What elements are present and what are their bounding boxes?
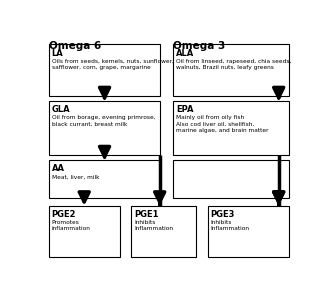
Text: Oil from borage, evening primrose,
black currant, breast milk: Oil from borage, evening primrose, black… xyxy=(52,115,155,127)
Text: Oil from linseed, rapeseed, chia seeds,
walnuts, Brazil nuts, leafy greens: Oil from linseed, rapeseed, chia seeds, … xyxy=(176,59,292,70)
Text: PGE2: PGE2 xyxy=(52,210,76,219)
Text: GLA: GLA xyxy=(52,105,70,114)
Text: Omega 3: Omega 3 xyxy=(173,41,225,51)
FancyBboxPatch shape xyxy=(49,101,160,155)
Text: EPA: EPA xyxy=(176,105,194,114)
Text: PGE3: PGE3 xyxy=(211,210,235,219)
Text: Omega 6: Omega 6 xyxy=(49,41,101,51)
Text: Promotes
inflammation: Promotes inflammation xyxy=(52,220,91,231)
FancyBboxPatch shape xyxy=(173,160,289,198)
FancyBboxPatch shape xyxy=(49,45,160,96)
Text: AA: AA xyxy=(52,164,65,173)
Text: Meat, liver, milk: Meat, liver, milk xyxy=(52,174,99,179)
Text: LA: LA xyxy=(52,49,63,58)
FancyBboxPatch shape xyxy=(208,206,289,257)
FancyBboxPatch shape xyxy=(49,160,160,198)
Text: Inhibits
Inflammation: Inhibits Inflammation xyxy=(211,220,250,231)
Text: Oils from seeds, kernels, nuts, sunflower,
safflower, corn, grape, margarine: Oils from seeds, kernels, nuts, sunflowe… xyxy=(52,59,174,70)
FancyBboxPatch shape xyxy=(173,101,289,155)
FancyBboxPatch shape xyxy=(49,206,120,257)
FancyBboxPatch shape xyxy=(131,206,196,257)
Text: Mainly oil from oily fish
Also cod liver oil, shellfish,
marine algae, and brain: Mainly oil from oily fish Also cod liver… xyxy=(176,115,269,133)
Text: ALA: ALA xyxy=(176,49,195,58)
Text: PGE1: PGE1 xyxy=(134,210,159,219)
Text: Inhibits
Inflammation: Inhibits Inflammation xyxy=(134,220,173,231)
FancyBboxPatch shape xyxy=(173,45,289,96)
